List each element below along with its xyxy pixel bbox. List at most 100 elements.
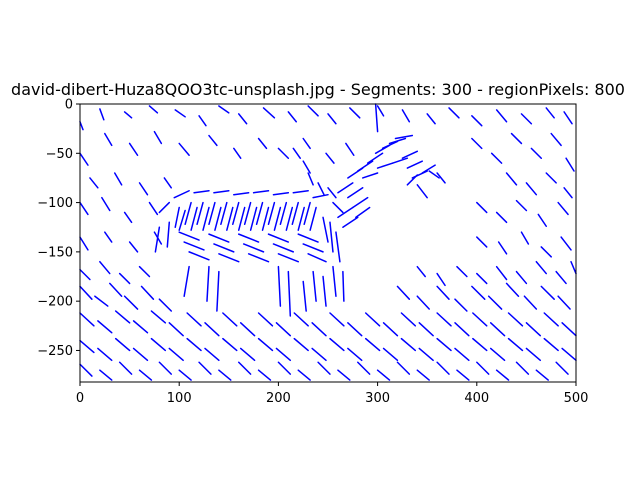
segment-38 <box>550 132 562 147</box>
segment-249 <box>401 150 419 159</box>
segment-34 <box>471 137 483 150</box>
y-axis: 0 −50 −100 −150 −200 −250 <box>37 98 80 359</box>
segment-110 <box>347 322 363 337</box>
y-tick-label-0: 0 <box>65 98 73 113</box>
segment-107 <box>293 312 309 327</box>
segment-4 <box>174 109 186 118</box>
segment-216 <box>237 233 260 243</box>
segment-179 <box>213 190 230 194</box>
segment-67 <box>99 260 111 275</box>
segment-195 <box>226 206 234 231</box>
segment-108 <box>311 322 327 337</box>
segment-76 <box>535 260 547 275</box>
segment-213 <box>208 233 230 243</box>
segment-26 <box>178 142 190 157</box>
segment-141 <box>400 337 417 352</box>
segment-58 <box>104 231 113 243</box>
segment-23 <box>104 132 113 147</box>
segment-257 <box>391 157 409 164</box>
segment-232 <box>183 265 190 297</box>
segment-62 <box>497 241 508 255</box>
segment-233 <box>277 265 282 307</box>
segment-247 <box>394 134 414 140</box>
segment-41 <box>113 172 123 186</box>
segment-117 <box>472 312 488 327</box>
segment-242 <box>357 160 374 172</box>
segment-44 <box>505 172 518 186</box>
segment-201 <box>261 206 270 231</box>
segment-73 <box>476 272 488 285</box>
segment-57 <box>79 236 89 251</box>
segment-98 <box>132 320 149 334</box>
segment-70 <box>416 265 426 278</box>
segment-157 <box>198 361 212 375</box>
segment-75 <box>515 270 528 285</box>
segment-74 <box>495 265 508 281</box>
segment-138 <box>347 347 363 362</box>
segment-254 <box>428 170 440 179</box>
segment-183 <box>292 190 309 194</box>
segment-45 <box>525 182 538 196</box>
segment-214 <box>213 243 235 253</box>
segment-193 <box>214 206 222 231</box>
segment-206 <box>291 201 299 226</box>
segment-163 <box>317 361 331 375</box>
segment-25 <box>153 130 163 145</box>
segment-151 <box>79 363 93 377</box>
x-tick-label-0: 0 <box>76 391 84 406</box>
segment-120 <box>525 322 542 337</box>
segment-159 <box>237 361 252 375</box>
segment-246 <box>388 137 407 145</box>
segment-225 <box>166 221 171 248</box>
segment-39 <box>565 157 575 172</box>
segment-94 <box>557 295 571 310</box>
segment-56 <box>557 201 569 216</box>
segment-10 <box>307 105 319 117</box>
segment-175 <box>555 361 569 375</box>
segment-32 <box>325 152 335 164</box>
segment-21 <box>563 111 573 125</box>
segment-235 <box>312 270 317 302</box>
segment-137 <box>329 337 345 352</box>
segment-223 <box>302 243 324 253</box>
segment-91 <box>505 282 520 297</box>
segment-115 <box>436 312 452 327</box>
segment-82 <box>123 295 139 310</box>
segment-24 <box>128 142 139 157</box>
x-tick-label-1: 100 <box>167 391 192 406</box>
segment-103 <box>222 312 238 327</box>
segment-256 <box>406 174 419 186</box>
segment-230 <box>206 265 210 302</box>
segment-155 <box>158 361 173 375</box>
segment-1 <box>99 108 105 121</box>
segment-174 <box>535 369 549 381</box>
segment-142 <box>418 347 434 362</box>
segment-14 <box>401 109 411 123</box>
segment-19 <box>520 113 533 125</box>
segment-243 <box>366 152 384 164</box>
segment-88 <box>454 298 468 312</box>
x-tick-label-2: 200 <box>266 391 291 406</box>
segment-85 <box>396 285 411 300</box>
segment-7 <box>237 113 248 125</box>
segment-122 <box>561 322 577 337</box>
y-tick-label-1: −50 <box>46 147 73 162</box>
segment-150 <box>561 347 577 362</box>
segment-219 <box>267 233 290 243</box>
segment-118 <box>489 322 506 337</box>
segment-166 <box>376 369 391 381</box>
segment-66 <box>79 268 91 281</box>
segment-267 <box>307 172 314 186</box>
segment-161 <box>277 361 292 375</box>
segment-52 <box>476 201 488 214</box>
segment-29 <box>257 137 268 150</box>
segment-109 <box>329 312 345 327</box>
segment-28 <box>233 147 242 159</box>
segment-176 <box>158 201 171 214</box>
segment-220 <box>272 243 295 253</box>
segment-132 <box>239 347 256 362</box>
segment-262 <box>355 206 371 219</box>
segment-47 <box>563 187 573 199</box>
segment-22 <box>79 152 89 166</box>
